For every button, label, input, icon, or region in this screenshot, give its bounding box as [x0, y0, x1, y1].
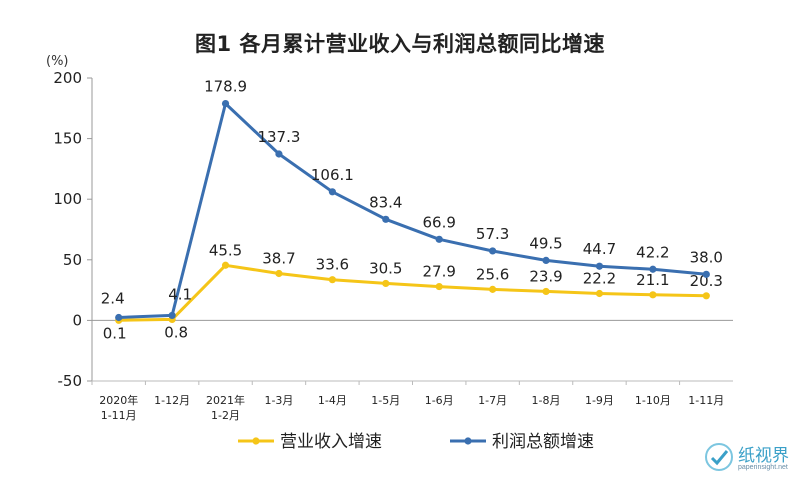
data-point: [595, 262, 604, 270]
x-tick-label: 1-9月: [585, 394, 614, 407]
data-point: [382, 215, 390, 223]
data-label: 42.2: [636, 243, 669, 261]
y-tick-label: 150: [53, 130, 82, 148]
legend-swatch-marker: [252, 437, 260, 445]
series-line-profit: [118, 102, 707, 319]
data-point: [275, 269, 283, 278]
data-point: [328, 188, 336, 196]
data-point: [221, 99, 230, 108]
watermark-url: paperinsight.net: [738, 464, 788, 471]
series-line-revenue: [118, 263, 707, 322]
x-tick-label: 1-8月: [532, 394, 561, 407]
data-point: [702, 292, 710, 300]
legend-label: 营业收入增速: [280, 432, 382, 452]
x-tick-label: 1-6月: [425, 394, 454, 407]
data-point: [275, 150, 283, 158]
data-point: [595, 289, 604, 298]
data-label: 25.6: [476, 265, 509, 283]
data-label: 137.3: [257, 128, 300, 146]
data-point: [489, 285, 497, 293]
data-point: [489, 247, 497, 255]
data-label: 0.1: [103, 324, 127, 342]
data-label: 21.1: [636, 271, 669, 289]
x-tick-label: 1-11月: [688, 394, 724, 407]
x-tick-label: 1-3月: [264, 394, 293, 407]
x-tick-label: 1-4月: [318, 394, 347, 407]
y-axis-unit: (%): [46, 54, 69, 69]
x-tick-label: 1-5月: [371, 394, 400, 407]
x-tick-label: 1-7月: [478, 394, 507, 407]
data-label: 106.1: [311, 166, 354, 184]
x-tick-label: 1-10月: [635, 394, 671, 407]
data-label: 0.8: [164, 323, 188, 341]
data-label: 30.5: [369, 259, 402, 277]
data-point: [702, 270, 710, 278]
data-label: 45.5: [209, 241, 242, 259]
x-tick-label: 2020年: [99, 393, 138, 407]
data-point: [435, 282, 443, 291]
data-label: 44.7: [583, 240, 616, 258]
data-label: 178.9: [204, 78, 247, 96]
y-tick-label: 200: [53, 69, 82, 87]
data-label: 27.9: [423, 263, 456, 281]
y-tick-label: -50: [58, 372, 83, 390]
data-point: [649, 291, 657, 299]
x-tick-label: 1-2月: [211, 409, 240, 422]
x-tick-label: 1-11月: [101, 409, 137, 422]
data-label: 22.2: [583, 269, 616, 287]
data-label: 23.9: [529, 267, 562, 285]
data-point: [542, 256, 550, 265]
data-point: [649, 265, 657, 273]
data-point: [382, 279, 390, 288]
data-point: [542, 287, 550, 296]
y-tick-label: 0: [72, 311, 82, 329]
watermark-logo-icon: [705, 443, 733, 471]
data-label: 4.1: [168, 285, 192, 303]
x-tick-label: 2021年: [206, 393, 245, 407]
legend-swatch-marker: [464, 437, 472, 445]
data-label: 38.0: [690, 248, 723, 266]
data-point: [328, 276, 336, 284]
watermark: 纸视界 paperinsight.net: [700, 440, 800, 478]
watermark-name: 纸视界: [738, 446, 789, 466]
legend-label: 利润总额增速: [492, 432, 594, 452]
chart-title: 图1 各月累计营业收入与利润总额同比增速: [195, 32, 605, 56]
data-label: 33.6: [316, 256, 349, 274]
y-tick-label: 50: [63, 251, 82, 269]
data-point: [168, 311, 176, 320]
data-label: 83.4: [369, 193, 402, 211]
data-label: 2.4: [101, 289, 125, 307]
data-label: 38.7: [262, 249, 295, 267]
data-label: 66.9: [423, 213, 456, 231]
data-point: [435, 235, 443, 243]
x-tick-label: 1-12月: [154, 394, 190, 407]
data-point: [221, 261, 230, 269]
data-label: 20.3: [690, 272, 723, 290]
data-label: 49.5: [529, 234, 562, 252]
data-point: [115, 313, 123, 322]
y-tick-label: 100: [53, 190, 82, 208]
data-label: 57.3: [476, 225, 509, 243]
